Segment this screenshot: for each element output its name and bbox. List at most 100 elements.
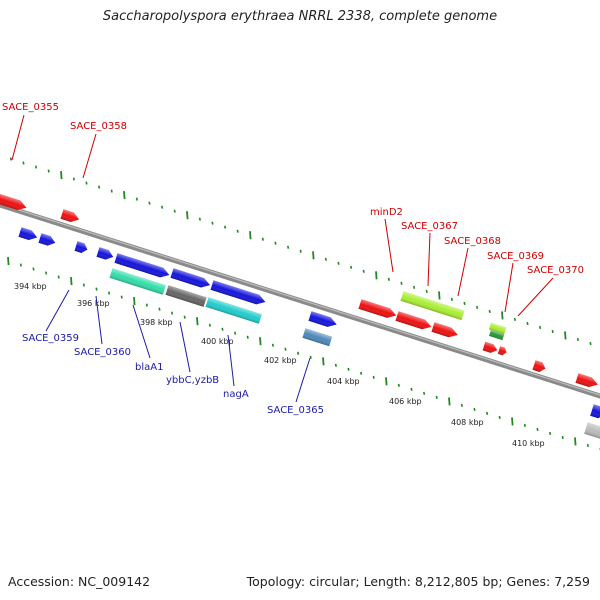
leader-line	[517, 277, 554, 317]
leader-line	[179, 321, 191, 373]
tick-mark	[133, 297, 136, 306]
tick-mark	[297, 351, 300, 355]
tick-mark	[423, 391, 426, 395]
tick-mark	[410, 387, 413, 391]
tick-mark	[360, 371, 363, 375]
tick-mark	[161, 205, 164, 209]
gene-block	[109, 268, 166, 295]
tick-mark	[501, 311, 504, 320]
tick-mark	[158, 307, 161, 311]
gene-label: SACE_0365	[267, 405, 324, 416]
tick-mark	[57, 275, 60, 279]
tick-mark	[589, 341, 592, 346]
gene-block	[431, 322, 458, 338]
gene-block	[170, 268, 211, 288]
tick-mark	[171, 311, 174, 315]
tick-mark	[476, 305, 479, 309]
gene-block	[488, 322, 507, 335]
tick-mark	[145, 303, 148, 307]
tick-mark	[234, 331, 237, 335]
tick-mark	[334, 363, 337, 367]
tick-mark	[186, 211, 189, 220]
tick-mark	[60, 170, 63, 180]
tick-mark	[173, 209, 176, 213]
tick-mark	[22, 161, 25, 165]
tick-mark	[385, 377, 388, 386]
tick-mark	[224, 225, 227, 229]
leader-line	[427, 232, 431, 287]
tick-mark	[110, 189, 113, 193]
tick-mark	[35, 165, 38, 169]
tick-label: 396 kbp	[77, 299, 110, 308]
tick-mark	[324, 257, 327, 261]
tick-mark	[208, 323, 211, 327]
leader-line	[295, 357, 311, 403]
gene-block	[96, 247, 114, 260]
tick-mark	[511, 417, 514, 426]
tick-mark	[32, 267, 35, 271]
gene-blocks	[0, 193, 600, 440]
scale-tick-labels: 394 kbp 396 kbp 398 kbp 400 kbp 402 kbp …	[14, 282, 545, 448]
tick-mark	[523, 423, 526, 428]
tick-mark	[473, 407, 476, 411]
tick-mark	[246, 335, 249, 339]
tick-mark	[309, 355, 312, 359]
tick-mark	[498, 415, 501, 419]
tick-label: 408 kbp	[451, 418, 484, 427]
tick-mark	[72, 177, 75, 181]
gene-block	[18, 227, 38, 241]
tick-label: 394 kbp	[14, 282, 47, 291]
leader-line	[11, 114, 25, 161]
tick-label: 402 kbp	[264, 356, 297, 365]
tick-mark	[284, 347, 287, 351]
tick-mark	[7, 256, 10, 266]
tick-mark	[539, 325, 542, 330]
gene-label: nagA	[223, 389, 249, 400]
gene-block	[575, 373, 598, 388]
leader-line	[457, 247, 469, 297]
tick-mark	[561, 435, 564, 440]
tick-mark	[347, 367, 350, 371]
gene-block	[205, 297, 262, 324]
tick-mark	[387, 277, 390, 281]
gene-block	[114, 253, 170, 278]
gene-block	[210, 280, 266, 305]
tick-mark	[460, 403, 463, 407]
tick-mark	[549, 431, 552, 436]
tick-mark	[19, 263, 22, 267]
tick-mark	[120, 295, 123, 299]
tick-mark	[322, 357, 325, 366]
gene-block	[489, 330, 505, 341]
map-title: Saccharopolyspora erythraea NRRL 2338, c…	[102, 9, 498, 24]
gene-label: SACE_0368	[444, 236, 501, 247]
tick-label: 406 kbp	[389, 397, 422, 406]
tick-mark	[350, 265, 353, 269]
genome-summary-text: Topology: circular; Length: 8,212,805 bp…	[246, 574, 590, 589]
gene-block	[584, 422, 600, 440]
gene-label: SACE_0359	[22, 333, 79, 344]
tick-mark	[70, 276, 73, 286]
tick-mark	[45, 271, 48, 275]
gene-label: SACE_0370	[527, 265, 584, 276]
tick-mark	[108, 291, 111, 295]
tick-mark	[9, 157, 12, 161]
tick-mark	[375, 271, 378, 280]
tick-mark	[123, 191, 126, 200]
gene-block	[400, 291, 465, 321]
gene-block	[302, 328, 333, 347]
gene-label: SACE_0355	[2, 102, 59, 113]
tick-mark	[249, 231, 252, 240]
tick-mark	[271, 343, 274, 347]
tick-mark	[438, 291, 441, 300]
label-leaders	[11, 114, 554, 403]
gene-label: minD2	[370, 207, 403, 218]
gene-label: ybbC,yzbB	[166, 375, 219, 386]
leader-line	[384, 218, 394, 273]
leader-line	[82, 133, 97, 179]
leader-line	[132, 304, 151, 359]
tick-label: 400 kbp	[201, 337, 234, 346]
tick-mark	[287, 245, 290, 249]
tick-mark	[211, 221, 214, 225]
tick-mark	[259, 337, 262, 346]
